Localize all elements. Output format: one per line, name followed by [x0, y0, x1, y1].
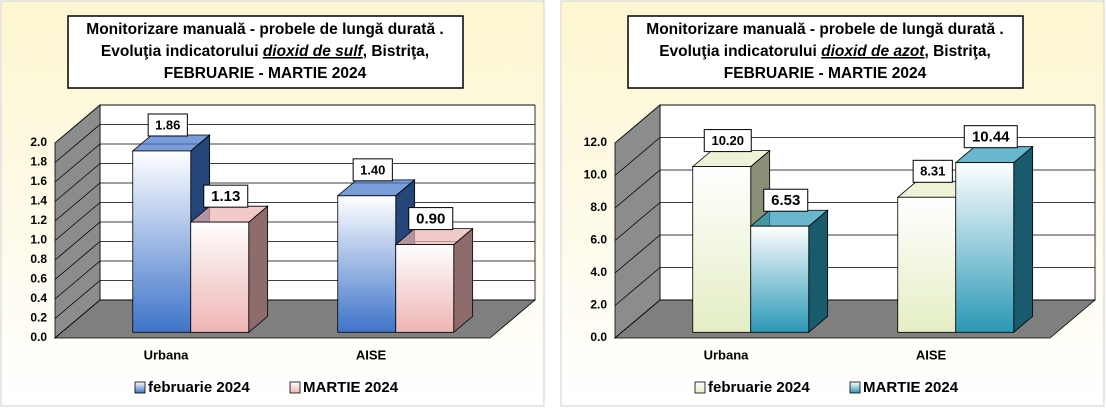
y-tick-label: 1.6	[30, 174, 47, 188]
chart-title-line: FEBRUARIE - MARTIE 2024	[164, 65, 367, 82]
title-segment: , Bistriţa,	[363, 43, 429, 60]
y-tick-label: 2.0	[590, 298, 607, 312]
title-frame	[67, 15, 464, 89]
value-label-box	[147, 113, 188, 137]
value-label-text: 6.53	[771, 192, 800, 209]
title-segment: Evoluţia indicatorului	[659, 43, 821, 60]
x-tick-label: Urbana	[144, 347, 190, 362]
y-tick-label: 1.4	[30, 194, 47, 208]
value-label-text: 0.90	[416, 211, 445, 228]
chart-title-line: Evoluţia indicatorului dioxid de sulf, B…	[101, 43, 429, 60]
bar	[190, 221, 250, 333]
value-label: 1.13	[203, 184, 249, 208]
value-label-text: 10.44	[972, 129, 1010, 146]
bar-side	[808, 209, 829, 334]
chart-title-line: Evoluţia indicatorului dioxid de azot, B…	[659, 43, 991, 60]
grid-line	[614, 104, 1095, 144]
bar	[337, 195, 397, 333]
value-label: 1.40	[352, 158, 393, 182]
bar	[395, 244, 455, 333]
y-tick-label: 0.0	[30, 330, 47, 344]
bar-side	[1013, 145, 1034, 334]
legend-label: februarie 2024	[148, 379, 250, 396]
title-segment: , Bistriţa,	[924, 43, 990, 60]
value-label-box	[763, 188, 809, 212]
title-segment: dioxid de azot	[821, 43, 925, 60]
value-label: 6.53	[763, 188, 809, 212]
y-tick-label: 0.2	[30, 311, 47, 325]
y-tick-label: 6.0	[590, 233, 607, 247]
legend-label: februarie 2024	[708, 379, 810, 396]
value-label: 8.31	[912, 159, 953, 183]
value-label-box	[963, 125, 1018, 149]
value-label-text: 1.13	[211, 188, 240, 205]
value-label: 0.90	[408, 207, 454, 231]
y-tick-label: 2.0	[30, 135, 47, 149]
value-label: 10.44	[963, 125, 1018, 149]
value-label-box	[352, 158, 393, 182]
y-tick-label: 4.0	[590, 265, 607, 279]
legend-swatch	[134, 381, 146, 394]
grid-line	[54, 143, 535, 183]
value-label-text: 1.86	[155, 117, 180, 132]
y-tick-label: 1.8	[30, 155, 47, 169]
y-tick-label: 8.0	[590, 200, 607, 214]
y-tick-label: 1.2	[30, 213, 47, 227]
title-frame	[627, 15, 1024, 89]
bar	[955, 162, 1015, 333]
bar-side	[453, 227, 474, 334]
value-label-text: 1.40	[360, 162, 385, 177]
y-tick-label: 0.0	[590, 330, 607, 344]
bar-side	[248, 205, 269, 334]
title-segment: Evoluţia indicatorului	[101, 43, 263, 60]
chart-title-line: FEBRUARIE - MARTIE 2024	[724, 65, 927, 82]
value-label-text: 10.20	[711, 133, 744, 148]
y-tick-label: 0.6	[30, 272, 47, 286]
grid-line	[614, 137, 1095, 176]
chart-title-line: Monitorizare manuală - probele de lungă …	[646, 21, 1003, 38]
y-tick-label: 12.0	[584, 135, 608, 149]
legend-label: MARTIE 2024	[303, 379, 399, 396]
value-label-box	[703, 129, 752, 153]
value-label-box	[408, 207, 454, 231]
bar	[897, 196, 957, 333]
value-label-text: 8.31	[920, 164, 945, 179]
chart-title-line: Monitorizare manuală - probele de lungă …	[86, 21, 443, 38]
bar	[750, 225, 810, 333]
y-tick-label: 1.0	[30, 233, 47, 247]
value-label: 10.20	[703, 129, 752, 153]
x-tick-label: AISE	[916, 347, 947, 362]
bar	[692, 166, 752, 333]
grid-line	[54, 124, 535, 163]
legend-label: MARTIE 2024	[863, 379, 959, 396]
title-box: Monitorizare manuală - probele de lungă …	[627, 15, 1024, 89]
legend-swatch	[289, 381, 301, 394]
chart: Monitorizare manuală - probele de lungă …	[560, 0, 1105, 407]
grid-line	[54, 104, 535, 144]
x-tick-label: Urbana	[704, 347, 750, 362]
y-tick-label: 0.8	[30, 252, 47, 266]
value-label-box	[912, 159, 953, 183]
chart: Monitorizare manuală - probele de lungă …	[0, 0, 545, 407]
value-label: 1.86	[147, 113, 188, 137]
x-tick-label: AISE	[356, 347, 387, 362]
legend-swatch	[694, 381, 706, 394]
title-segment: dioxid de sulf	[263, 43, 365, 60]
title-box: Monitorizare manuală - probele de lungă …	[67, 15, 464, 89]
y-tick-label: 0.4	[30, 291, 47, 305]
value-label-box	[203, 184, 249, 208]
legend-swatch	[849, 381, 861, 394]
y-tick-label: 10.0	[584, 168, 608, 182]
bar	[132, 150, 192, 333]
